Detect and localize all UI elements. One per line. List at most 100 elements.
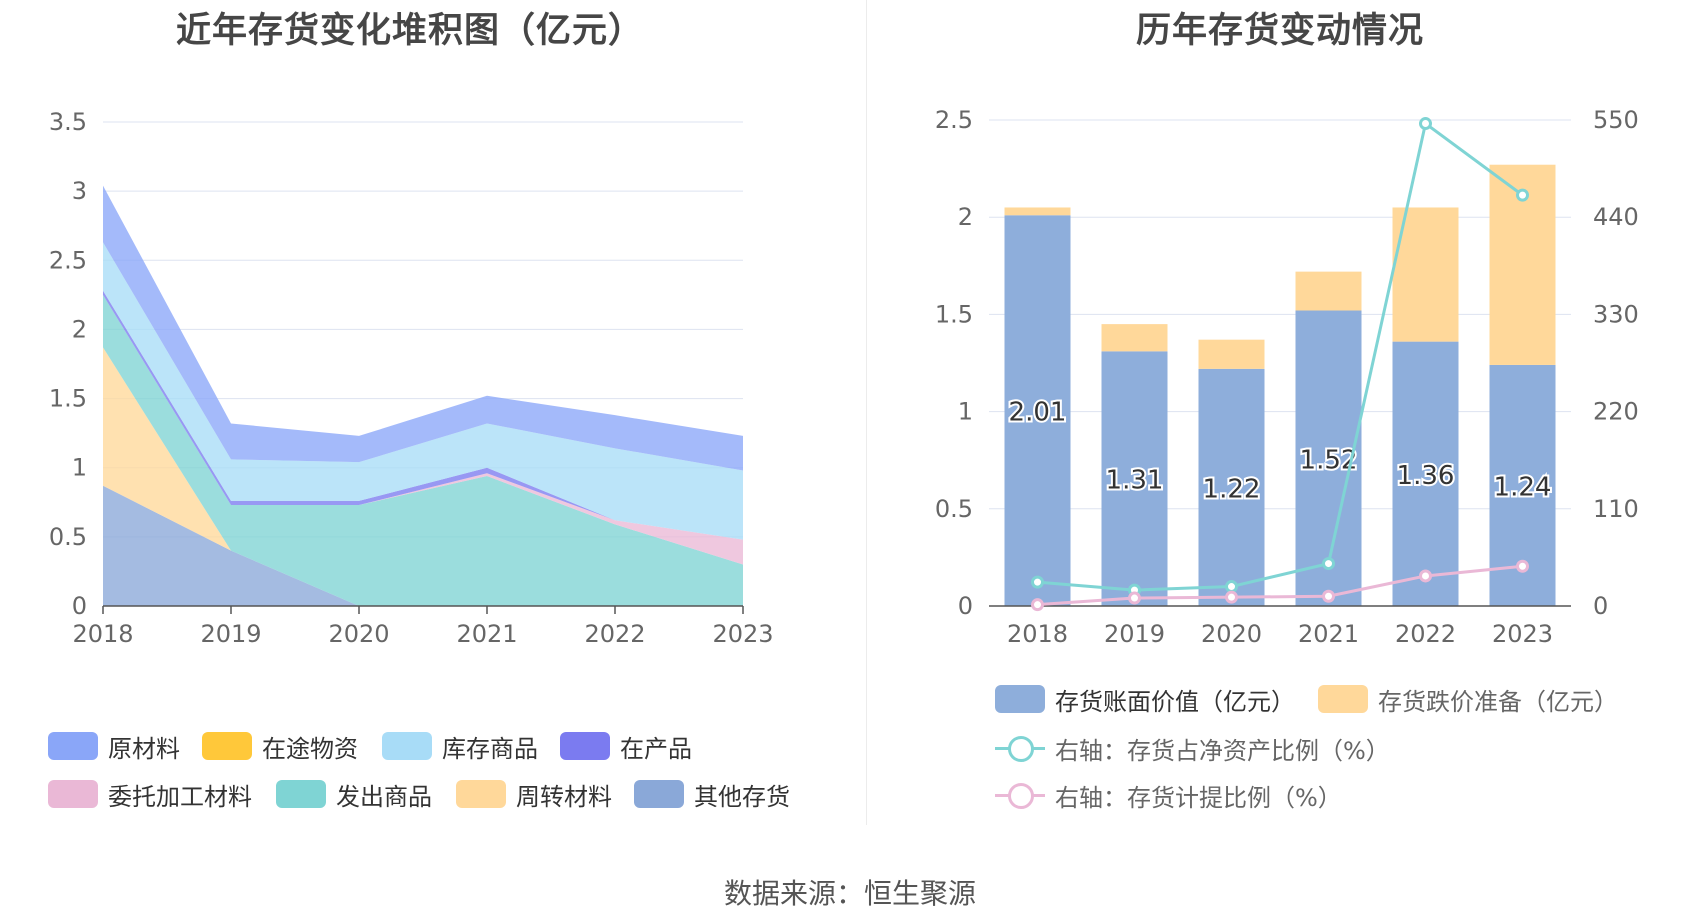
y-tick-label: 1.5 bbox=[49, 385, 87, 413]
y-tick-label: 0 bbox=[958, 592, 973, 620]
line-series bbox=[1037, 564, 1523, 607]
y-tick-label: 2.5 bbox=[935, 106, 973, 134]
x-tick-label: 2023 bbox=[712, 620, 773, 648]
legend-swatch bbox=[1318, 685, 1368, 713]
y2-tick-label: 0 bbox=[1593, 592, 1608, 620]
legend-swatch bbox=[995, 781, 1045, 809]
legend-label: 存货跌价准备（亿元） bbox=[1378, 687, 1618, 716]
line-point bbox=[1419, 117, 1432, 131]
left-chart-title: 近年存货变化堆积图（亿元） bbox=[175, 11, 644, 51]
legend-label: 库存商品 bbox=[442, 734, 538, 763]
bar-book-value bbox=[1198, 368, 1265, 606]
y-tick-label: 0.5 bbox=[49, 523, 87, 551]
bar-data-label: 1.22 bbox=[1203, 474, 1261, 504]
bar-book-value bbox=[1101, 351, 1168, 606]
legend-label: 发出商品 bbox=[336, 782, 432, 811]
legend-swatch bbox=[202, 732, 252, 760]
legend-swatch bbox=[995, 734, 1045, 762]
x-tick-label: 2021 bbox=[1298, 620, 1359, 648]
y-tick-label: 0 bbox=[72, 592, 87, 620]
legend-label: 原材料 bbox=[108, 734, 180, 763]
bar-impairment bbox=[1198, 339, 1265, 369]
legend-item[interactable]: 原材料 bbox=[48, 728, 180, 764]
x-tick-label: 2021 bbox=[456, 620, 517, 648]
legend-swatch bbox=[995, 685, 1045, 713]
area-series bbox=[103, 294, 743, 606]
y-tick-label: 1.5 bbox=[935, 300, 973, 328]
line-point bbox=[1225, 590, 1238, 604]
legend-item[interactable]: 发出商品 bbox=[276, 776, 432, 812]
legend-label: 右轴：存货计提比例（%） bbox=[1055, 783, 1342, 812]
y2-tick-label: 330 bbox=[1593, 300, 1639, 328]
legend-swatch bbox=[276, 780, 326, 808]
legend-label: 在产品 bbox=[620, 734, 692, 763]
legend-label: 在途物资 bbox=[262, 734, 358, 763]
line-point bbox=[1322, 557, 1335, 571]
legend-label: 右轴：存货占净资产比例（%） bbox=[1055, 736, 1390, 765]
legend-label: 存货账面价值（亿元） bbox=[1055, 687, 1295, 716]
legend-item[interactable]: 在产品 bbox=[560, 728, 692, 764]
inventory-bar-line-chart: 0 0.5 1 1.5 2 2.5 0 110 220 330 440 550 2.01 1.31 1.22… bbox=[935, 106, 1639, 648]
area-series bbox=[103, 185, 743, 471]
y-tick-label: 3 bbox=[72, 177, 87, 205]
stacked-area-chart: 0 0.5 1 1.5 2 2.5 3 3.5 2018 2019 2020 2021 2022 2023 bbox=[49, 108, 774, 648]
line-point bbox=[1031, 575, 1044, 589]
line-point bbox=[1322, 589, 1335, 603]
line-point bbox=[1225, 580, 1238, 594]
bar-data-label: 1.36 bbox=[1397, 461, 1455, 491]
data-source: 数据来源：恒生聚源 bbox=[723, 877, 976, 910]
legend-item[interactable]: 库存商品 bbox=[382, 728, 538, 764]
y-tick-label: 2 bbox=[958, 203, 973, 231]
legend-swatch bbox=[48, 732, 98, 760]
bar-data-label: 2.01 bbox=[1009, 398, 1067, 428]
x-tick-label: 2022 bbox=[584, 620, 645, 648]
line-point bbox=[1419, 569, 1432, 583]
bar-book-value bbox=[1392, 341, 1459, 606]
y2-tick-label: 110 bbox=[1593, 495, 1639, 523]
y2-tick-label: 550 bbox=[1593, 106, 1639, 134]
area-series bbox=[103, 242, 743, 540]
line-point bbox=[1128, 591, 1141, 605]
bar-data-label: 1.24 bbox=[1494, 472, 1552, 502]
line-point bbox=[1031, 598, 1044, 612]
x-tick-label: 2019 bbox=[1104, 620, 1165, 648]
right-chart-title: 历年存货变动情况 bbox=[1135, 11, 1424, 51]
x-tick-label: 2023 bbox=[1492, 620, 1553, 648]
legend-item[interactable]: 委托加工材料 bbox=[48, 776, 252, 812]
line-series bbox=[1037, 120, 1524, 592]
area-series bbox=[103, 485, 743, 606]
y-tick-label: 2 bbox=[72, 315, 87, 343]
y2-tick-label: 440 bbox=[1593, 203, 1639, 231]
bar-book-value bbox=[1004, 215, 1071, 607]
y-tick-label: 2.5 bbox=[49, 246, 87, 274]
y-tick-label: 1 bbox=[958, 398, 973, 426]
area-series bbox=[103, 294, 743, 565]
legend-swatch bbox=[456, 780, 506, 808]
bar-data-label: 1.31 bbox=[1106, 466, 1164, 496]
legend-item[interactable]: 存货跌价准备（亿元） bbox=[1318, 681, 1618, 717]
legend-item[interactable]: 其他存货 bbox=[634, 776, 790, 812]
line-point bbox=[1516, 188, 1529, 202]
x-tick-label: 2018 bbox=[72, 620, 133, 648]
legend-label: 委托加工材料 bbox=[108, 782, 252, 811]
legend-item[interactable]: 右轴：存货计提比例（%） bbox=[995, 777, 1342, 813]
y-tick-label: 0.5 bbox=[935, 495, 973, 523]
legend-item[interactable]: 周转材料 bbox=[456, 776, 612, 812]
legend-item[interactable]: 存货账面价值（亿元） bbox=[995, 681, 1295, 717]
line-point bbox=[1516, 559, 1529, 573]
y-tick-label: 1 bbox=[72, 454, 87, 482]
legend-item[interactable]: 在途物资 bbox=[202, 728, 358, 764]
y2-tick-label: 220 bbox=[1593, 398, 1639, 426]
x-tick-label: 2022 bbox=[1395, 620, 1456, 648]
bar-impairment bbox=[1101, 324, 1168, 352]
x-tick-label: 2018 bbox=[1007, 620, 1068, 648]
x-tick-label: 2019 bbox=[200, 620, 261, 648]
legend-swatch bbox=[634, 780, 684, 808]
bar-impairment bbox=[1295, 271, 1362, 311]
x-tick-label: 2020 bbox=[328, 620, 389, 648]
x-tick-label: 2020 bbox=[1201, 620, 1262, 648]
bar-impairment bbox=[1004, 207, 1071, 216]
legend-swatch bbox=[48, 780, 98, 808]
legend-item[interactable]: 右轴：存货占净资产比例（%） bbox=[995, 730, 1390, 766]
legend-swatch bbox=[560, 732, 610, 760]
